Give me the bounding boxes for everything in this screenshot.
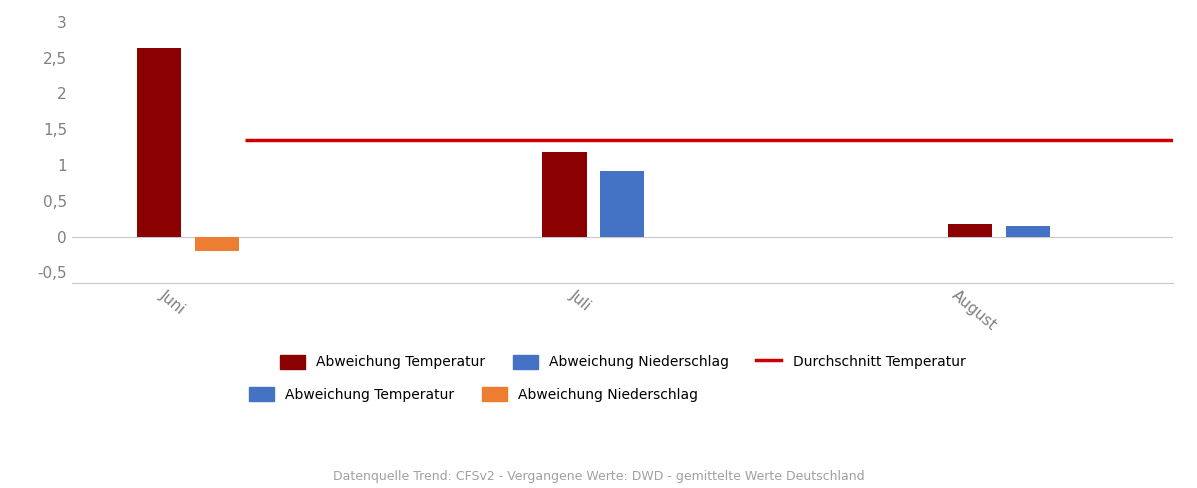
Bar	[601, 171, 644, 237]
Text: Datenquelle Trend: CFSv2 - Vergangene Werte: DWD - gemittelte Werte Deutschland: Datenquelle Trend: CFSv2 - Vergangene We…	[333, 470, 864, 483]
Bar	[136, 48, 181, 237]
Bar	[195, 237, 238, 251]
Bar	[1007, 226, 1050, 237]
Bar	[948, 224, 992, 237]
Bar	[542, 152, 587, 237]
Legend: Abweichung Temperatur, Abweichung Niederschlag: Abweichung Temperatur, Abweichung Nieder…	[244, 381, 704, 407]
